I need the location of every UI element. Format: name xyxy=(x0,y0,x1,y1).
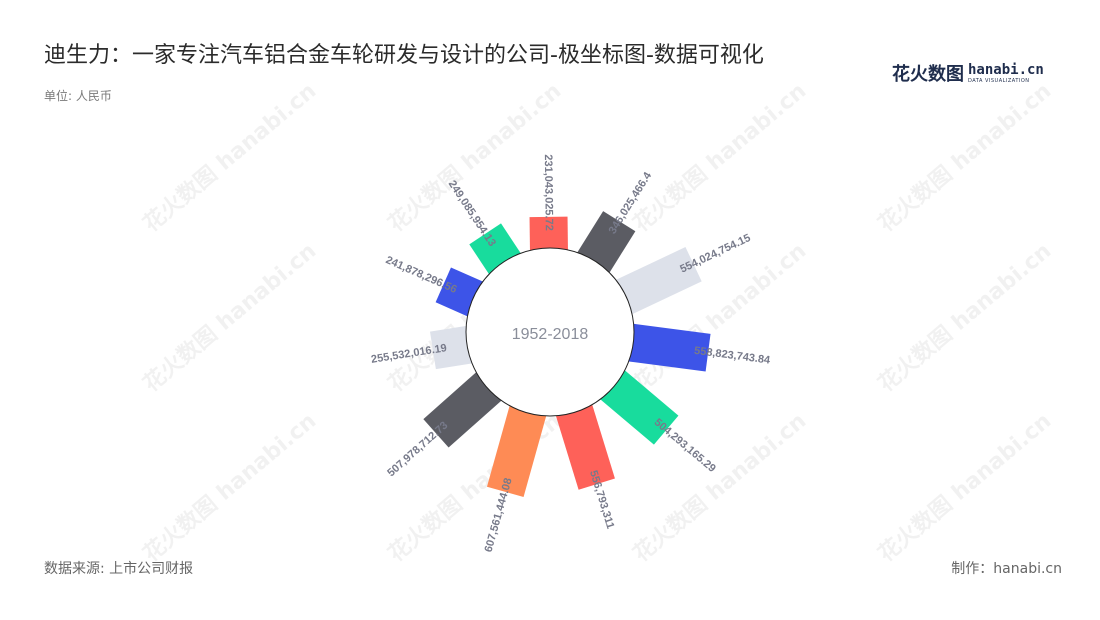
value-label: 231,043,025.72 xyxy=(542,154,555,231)
value-label: 346,025,466.4 xyxy=(607,169,655,236)
bar xyxy=(486,403,547,497)
bar xyxy=(429,325,474,370)
brand-logo: 花火数图 hanabi.cn DATA VISUALIZATION xyxy=(892,60,1044,86)
bar xyxy=(555,402,615,490)
value-label: 249,085,954.13 xyxy=(446,178,498,248)
bar xyxy=(614,247,702,316)
value-label: 507,978,712.73 xyxy=(385,420,450,480)
value-label: 504,293,165.29 xyxy=(652,416,718,475)
source-note: 数据来源: 上市公司财报 xyxy=(44,561,194,577)
center-label: 1952-2018 xyxy=(512,326,589,343)
page-title: 迪生力：一家专注汽车铝合金车轮研发与设计的公司-极坐标图-数据可视化 xyxy=(44,43,764,68)
bar xyxy=(598,369,679,445)
unit-label: 单位: 人民币 xyxy=(44,89,112,103)
bar xyxy=(423,370,503,448)
value-label: 554,024,754.15 xyxy=(678,232,752,275)
bar xyxy=(529,216,568,253)
credit-note: 制作：hanabi.cn xyxy=(951,561,1062,577)
brand-logo-sub: DATA VISUALIZATION xyxy=(968,78,1030,84)
bar xyxy=(626,323,711,372)
value-label: 241,878,296.56 xyxy=(384,254,459,296)
brand-logo-en: hanabi.cn xyxy=(968,62,1044,78)
brand-logo-zh: 花火数图 xyxy=(892,64,964,85)
center-circle xyxy=(465,247,635,417)
bars-group xyxy=(423,211,711,497)
